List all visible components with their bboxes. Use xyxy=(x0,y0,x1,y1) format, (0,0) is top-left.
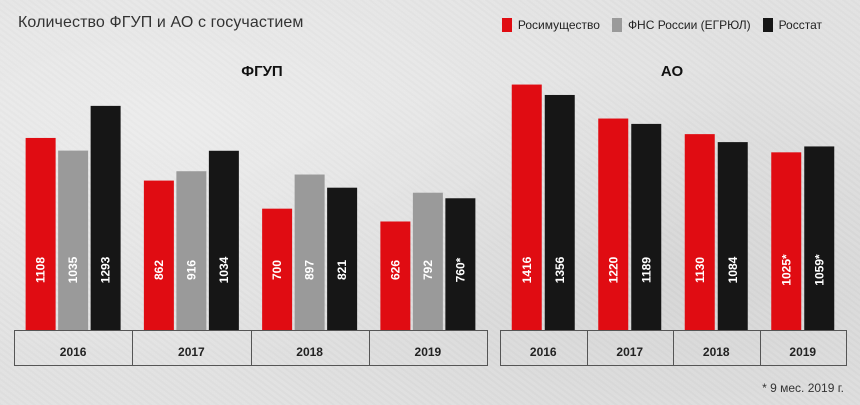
bar-value-label: 700 xyxy=(270,260,284,280)
legend: Росимущество ФНС России (ЕГРЮЛ) Росстат xyxy=(501,18,822,32)
bar xyxy=(684,134,715,330)
bar-value-label: 1356 xyxy=(553,256,567,283)
bar-value-label: 1059* xyxy=(812,254,826,286)
bar-value-label: 1220 xyxy=(606,256,620,283)
bar-value-label: 862 xyxy=(152,260,166,280)
legend-label: ФНС России (ЕГРЮЛ) xyxy=(627,18,751,32)
legend-swatch-red xyxy=(501,18,512,32)
legend-item-rosimushchestvo: Росимущество xyxy=(501,18,600,32)
bar xyxy=(262,208,293,330)
bar-value-label: 1293 xyxy=(99,256,113,283)
bar xyxy=(25,137,56,330)
bar-value-label: 1130 xyxy=(693,257,707,283)
x-tick-label: 2016 xyxy=(530,345,557,359)
footnote: * 9 мес. 2019 г. xyxy=(762,381,844,395)
legend-label: Росимущество xyxy=(517,18,600,32)
bar xyxy=(327,187,358,330)
bar-value-label: 792 xyxy=(421,260,435,280)
bar-value-label: 626 xyxy=(388,260,402,280)
x-tick-label: 2017 xyxy=(616,345,643,359)
bar-value-label: 821 xyxy=(335,260,349,280)
legend-swatch-black xyxy=(762,18,773,32)
chart-title: ФГУП xyxy=(241,63,282,80)
bar xyxy=(804,146,835,330)
bar-value-label: 916 xyxy=(184,260,198,280)
bar xyxy=(143,180,174,330)
chart-title: АО xyxy=(661,63,684,80)
x-tick-label: 2016 xyxy=(60,345,87,359)
legend-label: Росстат xyxy=(778,18,822,32)
bar xyxy=(412,192,443,330)
bar xyxy=(771,152,802,330)
x-tick-label: 2018 xyxy=(703,345,730,359)
legend-swatch-gray xyxy=(611,18,622,32)
bar xyxy=(380,221,411,330)
bar xyxy=(294,174,325,330)
bar-value-label: 1034 xyxy=(217,256,231,283)
legend-item-rosstat: Росстат xyxy=(762,18,822,32)
bar-value-label: 760* xyxy=(453,257,467,282)
x-tick-label: 2017 xyxy=(178,345,205,359)
bar xyxy=(717,142,748,330)
bar xyxy=(598,118,629,331)
bar xyxy=(208,150,239,330)
chart-panel-2: АО 1416 1356 1220 1189 1130 1084 1025* 1059* 2016… xyxy=(500,63,847,366)
bar xyxy=(90,105,121,330)
x-tick-label: 2019 xyxy=(789,345,816,359)
bar xyxy=(176,171,207,330)
bar-value-label: 1035 xyxy=(66,256,80,283)
bar-value-label: 897 xyxy=(303,260,317,280)
bar-value-label: 1084 xyxy=(726,256,740,283)
x-tick-label: 2019 xyxy=(415,345,442,359)
bar xyxy=(511,84,542,330)
page-title: Количество ФГУП и АО с госучастием xyxy=(18,14,304,31)
x-tick-label: 2018 xyxy=(296,345,323,359)
bar xyxy=(445,198,476,330)
bar-value-label: 1416 xyxy=(520,256,534,283)
chart-panel-1: ФГУП 1108 1035 1293 862 916 1034 700 897 821 626 79… xyxy=(14,63,488,366)
bar xyxy=(544,94,575,331)
bar xyxy=(58,150,89,330)
bar-value-label: 1108 xyxy=(34,257,48,283)
legend-item-fns: ФНС России (ЕГРЮЛ) xyxy=(611,18,751,32)
bar-value-label: 1189 xyxy=(639,257,653,283)
bar xyxy=(631,123,662,330)
bar-value-label: 1025* xyxy=(779,254,793,286)
